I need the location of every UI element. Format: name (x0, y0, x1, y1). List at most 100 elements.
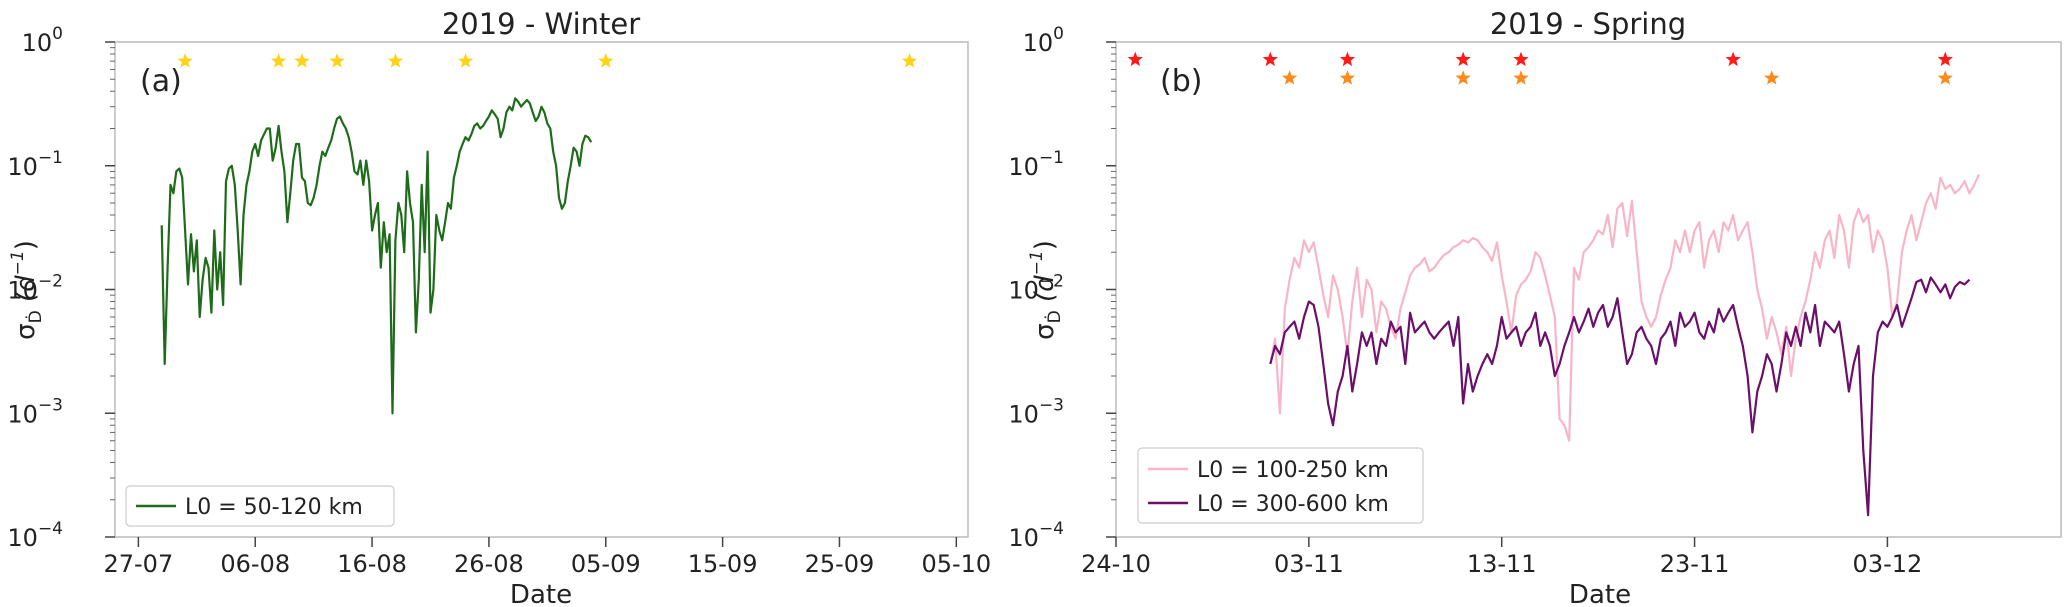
panel-label: (a) (140, 64, 182, 99)
y-tick-label-exponent: −2 (38, 272, 63, 292)
x-tick-label: 24-10 (1081, 550, 1151, 578)
y-tick-label: 10−3 (1008, 395, 1064, 428)
legend: L0 = 100-250 km L0 = 300-600 km (1137, 447, 1424, 524)
y-tick-label-exponent: 0 (52, 24, 63, 44)
star-marker-icon (1937, 70, 1953, 85)
x-tick-label: 05-10 (921, 550, 991, 578)
chart-title: 2019 - Winter (442, 7, 640, 41)
panel-spring: 2019 - Spring (b) Date σḊ (d−1) 10010−11… (1008, 7, 2062, 607)
x-axis-label: Date (1569, 580, 1631, 607)
y-tick-label-exponent: −3 (1039, 395, 1064, 415)
y-axis-label: σḊ (d−1) (1027, 240, 1065, 340)
y-tick-label-exponent: −4 (38, 519, 63, 539)
series-line (1269, 276, 1971, 517)
y-axis-label-symbol: σ (11, 323, 41, 339)
y-tick-label: 10−3 (7, 395, 63, 428)
y-tick-label-base: 10 (7, 524, 38, 552)
y-tick-label: 100 (22, 24, 63, 57)
plot-frame (114, 41, 969, 538)
x-tick-label: 27-07 (103, 550, 173, 578)
star-marker-icon (1513, 51, 1529, 67)
star-marker-icon (387, 53, 404, 68)
y-axis-label-subscript: Ḋ (25, 310, 46, 323)
star-marker-icon (1281, 70, 1298, 85)
y-tick-label: 100 (1023, 24, 1064, 57)
y-tick-label: 10−2 (1008, 272, 1064, 305)
y-tick-label: 10−4 (1008, 519, 1064, 552)
y-axis-label-unit: (d (1030, 275, 1060, 310)
legend-box (125, 485, 395, 527)
star-marker-icon (177, 53, 193, 68)
event-markers (1127, 51, 1953, 85)
y-tick-label: 10−1 (7, 148, 63, 181)
y-tick-label-base: 10 (7, 400, 38, 428)
x-tick-label: 15-09 (688, 550, 758, 578)
star-marker-icon (329, 53, 345, 68)
y-tick-label: 10−1 (1008, 148, 1064, 181)
y-tick-label-base: 10 (1008, 524, 1039, 552)
y-axis-label-close: ) (11, 240, 41, 250)
y-axis-label-close: ) (1030, 240, 1060, 250)
star-marker-icon (1725, 51, 1741, 67)
legend-box (1137, 447, 1424, 524)
legend: L0 = 50-120 km (125, 485, 395, 527)
star-marker-icon (901, 53, 918, 68)
y-tick-label-base: 10 (7, 277, 38, 305)
panel-label: (b) (1160, 64, 1202, 99)
y-tick-label-base: 10 (7, 153, 38, 181)
x-tick-label: 25-09 (805, 550, 875, 578)
y-axis-label: σḊ (d−1) (8, 240, 46, 340)
y-tick-label-exponent: −2 (1039, 272, 1064, 292)
y-axis-label-subscript: Ḋ (1044, 310, 1065, 323)
star-marker-icon (1455, 70, 1471, 85)
star-marker-icon (1513, 70, 1529, 85)
x-tick-label: 13-11 (1467, 550, 1537, 578)
star-marker-icon (270, 53, 287, 68)
x-tick-label: 05-09 (571, 550, 641, 578)
y-axis-label-exponent: −1 (8, 250, 28, 275)
data-series (1269, 174, 1980, 517)
star-marker-icon (1455, 51, 1471, 67)
y-tick-label-exponent: 0 (1053, 24, 1064, 44)
x-axis-label: Date (510, 580, 572, 607)
star-marker-icon (457, 53, 474, 68)
x-tick-label: 03-12 (1853, 550, 1923, 578)
chart-title: 2019 - Spring (1490, 7, 1686, 41)
y-tick-label-exponent: −1 (38, 148, 63, 168)
series-line (160, 97, 593, 415)
y-axis-label-symbol: σ (1030, 323, 1060, 339)
y-tick-label-base: 10 (1008, 153, 1039, 181)
y-tick-label-base: 10 (1023, 29, 1054, 57)
y-tick-label-exponent: −1 (1039, 148, 1064, 168)
series-line (1269, 174, 1980, 442)
y-tick-label-exponent: −3 (38, 395, 63, 415)
star-marker-icon (1937, 51, 1953, 67)
event-markers (177, 53, 918, 68)
y-axis-label-unit: (d (11, 275, 41, 310)
legend-label: L0 = 50-120 km (185, 495, 363, 520)
star-marker-icon (598, 53, 614, 68)
x-tick-label: 06-08 (220, 550, 290, 578)
data-series (160, 97, 593, 415)
legend-label: L0 = 300-600 km (1197, 492, 1389, 517)
x-tick-label: 03-11 (1274, 550, 1344, 578)
y-tick-label-exponent: −4 (1039, 519, 1064, 539)
legend-label: L0 = 100-250 km (1197, 458, 1389, 483)
x-tick-label: 26-08 (454, 550, 524, 578)
star-marker-icon (294, 53, 310, 68)
y-tick-label-base: 10 (1008, 277, 1039, 305)
y-axis-label-exponent: −1 (1027, 250, 1047, 275)
star-marker-icon (1339, 70, 1356, 85)
y-tick-label-base: 10 (22, 29, 53, 57)
star-marker-icon (1262, 51, 1278, 67)
x-tick-label: 23-11 (1660, 550, 1730, 578)
x-tick-label: 16-08 (337, 550, 407, 578)
y-tick-label: 10−2 (7, 272, 63, 305)
y-tick-label-base: 10 (1008, 400, 1039, 428)
y-tick-label: 10−4 (7, 519, 63, 552)
star-marker-icon (1764, 70, 1780, 85)
star-marker-icon (1127, 51, 1143, 67)
